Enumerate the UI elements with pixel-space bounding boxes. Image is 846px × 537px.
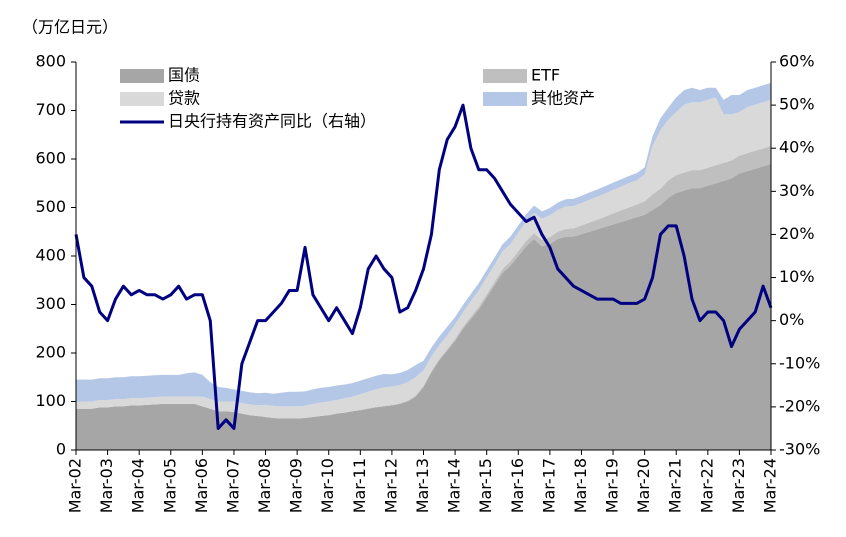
line	[74, 103, 773, 430]
x-tick-label: Mar-16	[508, 458, 527, 513]
y-tick-label: 400	[35, 246, 66, 265]
y-axis-label: （万亿日元）	[22, 18, 118, 37]
y-tick-label: 0	[56, 440, 66, 459]
x-tick-label: Mar-05	[160, 458, 179, 513]
area	[76, 97, 771, 419]
x-tick-label: Mar-13	[413, 458, 432, 513]
x-tick-label: Mar-12	[381, 458, 400, 513]
x-tick-label: Mar-03	[97, 458, 116, 513]
legend-swatch	[120, 69, 164, 83]
y2-tick-label: -30%	[779, 440, 820, 459]
x-tick-label: Mar-09	[287, 458, 306, 513]
y-tick-label: 100	[35, 391, 66, 410]
x-tick-label: Mar-14	[445, 458, 464, 513]
legend-swatch	[483, 92, 527, 106]
x-tick-label: Mar-06	[192, 458, 211, 513]
x-tick-label: Mar-15	[476, 458, 495, 513]
x-tick-label: Mar-10	[318, 458, 337, 513]
x-tick-label: Mar-20	[634, 458, 653, 513]
y-tick-label: 800	[35, 52, 66, 71]
legend-swatch	[483, 69, 527, 83]
x-tick-label: Mar-19	[603, 458, 622, 513]
x-tick-label: Mar-11	[350, 458, 369, 513]
legend-label: 贷款	[168, 89, 200, 108]
y2-tick-label: 40%	[779, 138, 815, 157]
y2-tick-label: -20%	[779, 396, 820, 415]
area	[76, 163, 771, 450]
legend-label: ETF	[531, 66, 560, 85]
legend-label: 其他资产	[531, 89, 595, 108]
x-tick-label: Mar-17	[539, 458, 558, 513]
y2-tick-label: 60%	[779, 52, 815, 71]
x-tick-label: Mar-24	[761, 458, 780, 513]
y2-tick-label: 20%	[779, 224, 815, 243]
y-tick-label: 600	[35, 149, 66, 168]
x-tick-label: Mar-07	[223, 458, 242, 513]
y2-tick-label: 10%	[779, 267, 815, 286]
y-tick-label: 500	[35, 197, 66, 216]
y2-tick-label: 30%	[779, 181, 815, 200]
legend-swatch	[120, 92, 164, 106]
y-tick-label: 300	[35, 294, 66, 313]
y2-tick-label: -10%	[779, 353, 820, 372]
y-tick-label: 200	[35, 343, 66, 362]
x-tick-label: Mar-02	[66, 458, 85, 513]
y2-tick-label: 50%	[779, 95, 815, 114]
y2-tick-label: 0%	[779, 310, 804, 329]
y-tick-label: 700	[35, 100, 66, 119]
area	[76, 145, 771, 419]
x-tick-label: Mar-08	[255, 458, 274, 513]
legend-label: 日央行持有资产同比（右轴）	[168, 112, 376, 131]
x-tick-label: Mar-23	[729, 458, 748, 513]
x-tick-label: Mar-04	[129, 458, 148, 513]
legend-label: 国债	[168, 66, 200, 85]
x-tick-label: Mar-18	[571, 458, 590, 513]
x-tick-label: Mar-22	[697, 458, 716, 513]
x-tick-label: Mar-21	[666, 458, 685, 513]
